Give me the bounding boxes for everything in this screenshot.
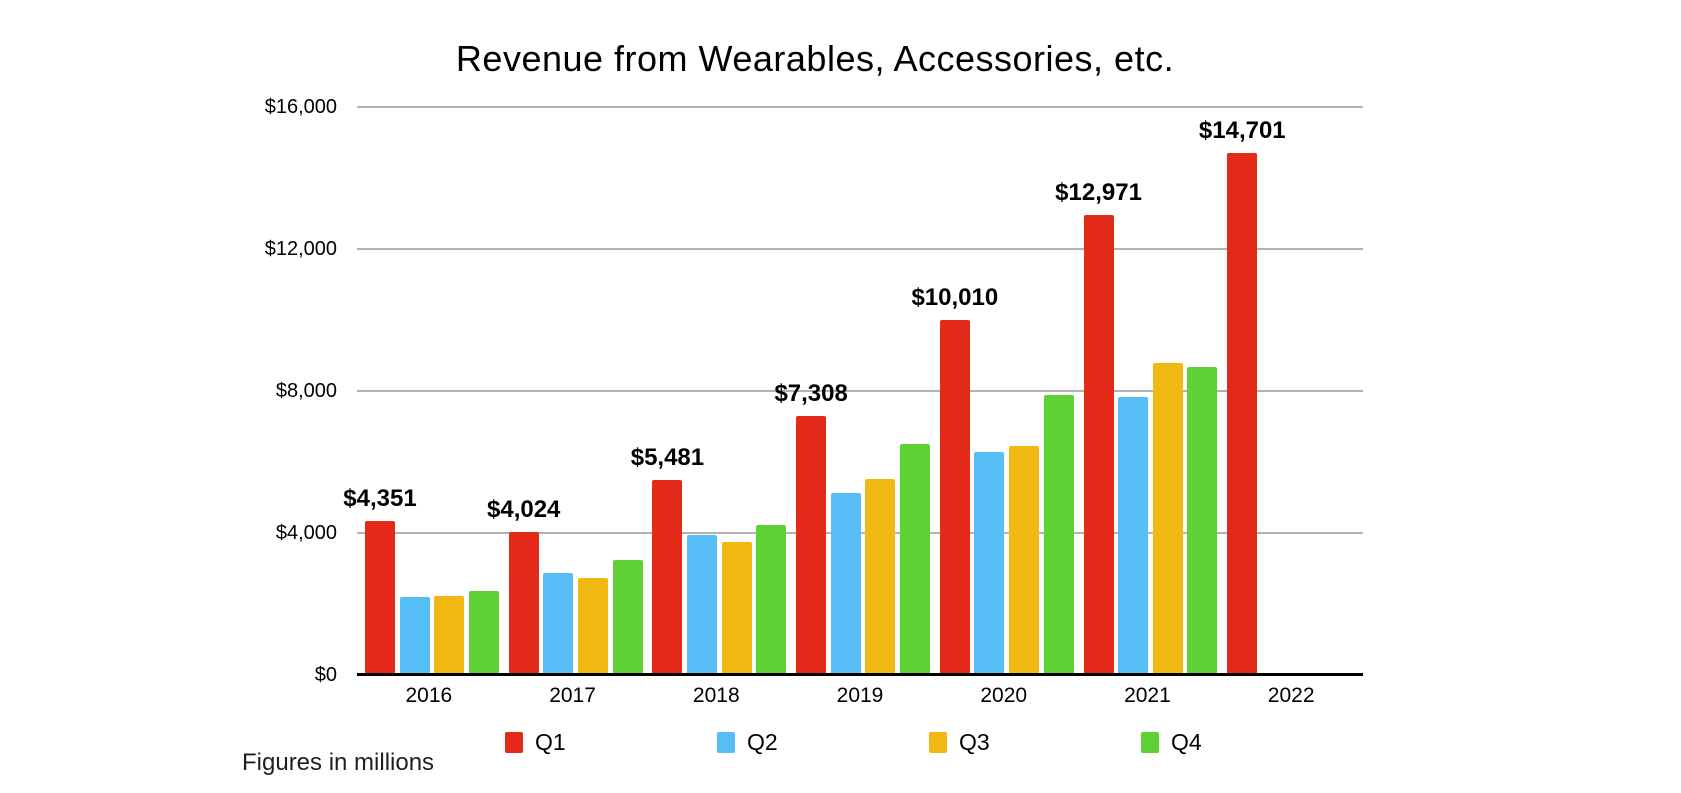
bar-value-label-2018: $5,481: [630, 444, 705, 472]
bar-q2-2018: [687, 534, 718, 674]
bar-value-label-2019: $7,308: [774, 379, 848, 407]
legend-item-q4: Q4: [1141, 730, 1202, 754]
bar-value-label-2016: $4,351: [343, 484, 417, 512]
bar-q2-2016: [399, 597, 430, 674]
bar-q3-2018: [721, 542, 752, 674]
legend-label-q2: Q2: [747, 729, 778, 755]
bar-q1-2016: [365, 520, 395, 674]
bar-q3-2017: [577, 577, 608, 674]
bar-value-label-2022: $14,701: [1198, 117, 1286, 145]
bar-q4-2017: [612, 560, 643, 674]
bar-q1-2022: [1227, 153, 1258, 674]
legend-label-q4: Q4: [1171, 729, 1202, 755]
bar-q2-2021: [1118, 396, 1149, 674]
y-axis-label-12000: $12,000: [264, 238, 337, 260]
bar-q2-2017: [543, 573, 574, 674]
bar-q4-2021: [1187, 366, 1218, 674]
bar-q1-2020: [939, 319, 970, 674]
legend-label-q1: Q1: [535, 729, 566, 755]
bar-q4-2018: [756, 524, 787, 674]
x-axis-label-2021: 2021: [1124, 684, 1171, 707]
y-axis-label-8000: $8,000: [275, 380, 337, 402]
bar-q4-2019: [899, 443, 930, 674]
x-axis-line: [357, 673, 1363, 676]
legend-swatch-q2: [717, 731, 735, 753]
legend-item-q1: Q1: [505, 730, 566, 754]
chart-title: Revenue from Wearables, Accessories, etc…: [455, 38, 1175, 79]
legend-swatch-q4: [1141, 731, 1159, 753]
bar-q3-2020: [1009, 446, 1040, 674]
bar-q4-2016: [468, 590, 499, 674]
x-axis-label-2022: 2022: [1267, 684, 1315, 707]
x-axis-label-2016: 2016: [405, 684, 453, 707]
bar-q2-2019: [830, 492, 861, 674]
legend-item-q3: Q3: [929, 730, 990, 754]
legend-swatch-q1: [505, 731, 523, 753]
y-axis-label-0: $0: [314, 664, 337, 686]
bar-value-label-2021: $12,971: [1055, 178, 1142, 206]
y-axis-label-4000: $4,000: [275, 522, 337, 544]
bar-q2-2020: [974, 451, 1005, 674]
bar-value-label-2017: $4,024: [487, 496, 561, 524]
bar-q3-2019: [865, 478, 896, 674]
gridline-8000: [357, 390, 1363, 392]
chart-footnote: Figures in millions: [242, 749, 435, 776]
bar-q3-2021: [1152, 363, 1183, 674]
x-axis-label-2020: 2020: [980, 684, 1028, 707]
legend-item-q2: Q2: [717, 730, 778, 754]
x-axis-label-2017: 2017: [549, 684, 596, 707]
legend-label-q3: Q3: [959, 729, 990, 755]
bar-value-label-2020: $10,010: [911, 283, 999, 311]
x-axis-label-2019: 2019: [836, 684, 884, 707]
bar-q3-2016: [434, 596, 465, 674]
bar-q4-2020: [1043, 395, 1074, 674]
bar-q1-2019: [796, 415, 827, 674]
bar-q1-2018: [652, 480, 683, 674]
x-axis-label-2018: 2018: [692, 684, 740, 707]
gridline-12000: [357, 248, 1363, 250]
bar-q1-2017: [508, 532, 539, 674]
legend-swatch-q3: [929, 731, 947, 753]
bar-q1-2021: [1083, 214, 1114, 674]
y-axis-label-16000: $16,000: [264, 96, 337, 118]
gridline-16000: [357, 106, 1363, 108]
